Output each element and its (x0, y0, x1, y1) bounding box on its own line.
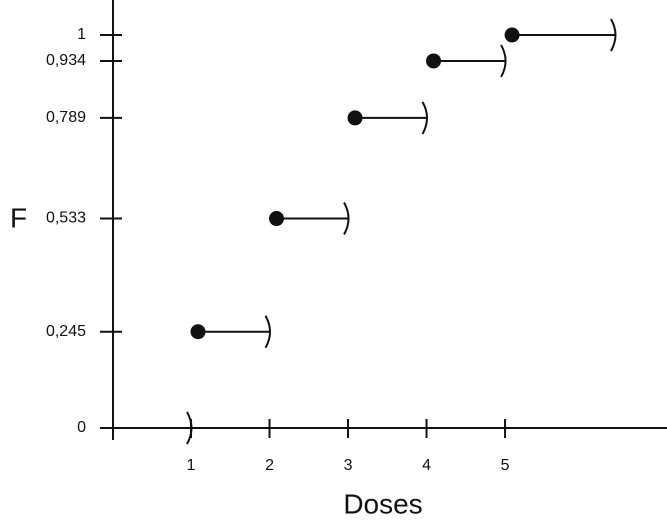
closed-end (347, 110, 363, 126)
closed-end (504, 27, 520, 43)
closed-end (269, 211, 285, 227)
open-end (264, 315, 272, 349)
x-axis-label: Doses (343, 488, 422, 519)
open-end (421, 101, 429, 135)
y-tick-label: 0,789 (46, 109, 86, 126)
y-axis-label: F (10, 202, 27, 233)
x-tick-label: 2 (265, 457, 274, 474)
x-tick-label: 1 (187, 457, 196, 474)
x-tick-label: 5 (501, 457, 510, 474)
y-tick-label: 0,934 (46, 52, 86, 69)
x-tick-label: 4 (422, 457, 431, 474)
open-end (343, 202, 350, 236)
y-tick-label: 1 (77, 26, 86, 43)
x-tick-label: 3 (344, 457, 353, 474)
open-end (186, 411, 193, 445)
closed-end (190, 324, 206, 340)
open-end (610, 18, 617, 52)
y-tick-label: 0,245 (46, 323, 86, 340)
y-tick-label: 0,533 (46, 210, 86, 227)
open-end (500, 44, 507, 78)
closed-end (426, 53, 442, 69)
y-tick-label: 0 (77, 419, 86, 436)
